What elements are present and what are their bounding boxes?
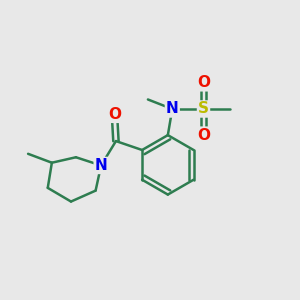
Text: N: N [166,101,179,116]
Text: O: O [197,75,210,90]
Text: O: O [197,128,210,142]
Text: N: N [95,158,107,173]
Text: O: O [108,107,121,122]
Text: S: S [198,101,209,116]
